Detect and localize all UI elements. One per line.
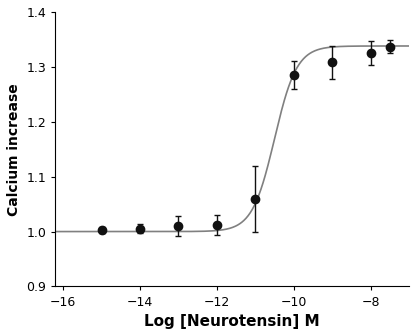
- Y-axis label: Calcium increase: Calcium increase: [7, 83, 21, 216]
- X-axis label: Log [Neurotensin] M: Log [Neurotensin] M: [144, 314, 320, 329]
